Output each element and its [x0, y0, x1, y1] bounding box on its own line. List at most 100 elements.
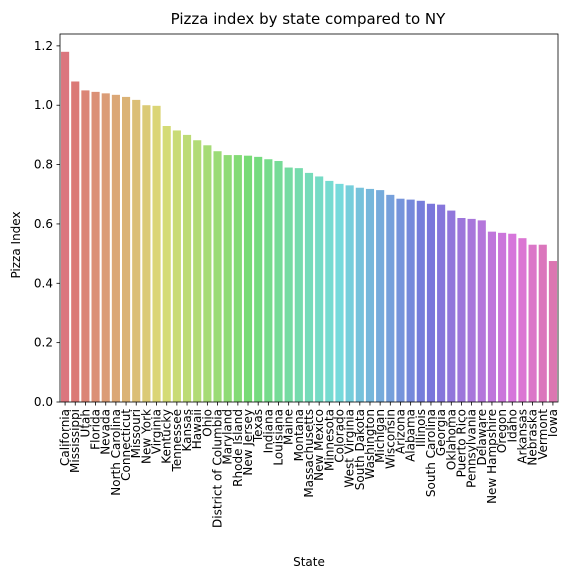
x-tick-label: Louisiana	[272, 409, 286, 466]
x-tick-label: Texas	[251, 409, 265, 443]
x-tick-label: Nevada	[99, 409, 113, 455]
bar-arizona	[396, 198, 405, 402]
x-tick-label: Georgia	[434, 409, 448, 456]
bar-iowa	[548, 261, 557, 402]
bar-maine	[284, 167, 293, 402]
bar-maryland	[223, 155, 232, 402]
bar-louisiana	[274, 161, 283, 402]
bar-missouri	[132, 99, 141, 402]
x-tick-label: Idaho	[505, 409, 519, 442]
x-tick-label: Colorado	[332, 409, 346, 463]
x-tick-label: West Virginia	[343, 409, 357, 488]
x-tick-label: New York	[139, 409, 153, 464]
x-axis: CaliforniaMississippiUtahFloridaNevadaNo…	[58, 402, 560, 528]
bar-minnesota	[325, 180, 334, 402]
bar-south-dakota	[355, 187, 364, 402]
x-tick-label: Nebraska	[526, 409, 540, 466]
x-tick-label: South Dakota	[353, 409, 367, 490]
x-tick-label: Michigan	[373, 409, 387, 463]
x-tick-label: Puerto Rico	[454, 409, 468, 477]
bar-north-carolina	[111, 94, 120, 402]
bar-mississippi	[71, 81, 80, 402]
x-tick-label: Wisconsin	[383, 409, 397, 469]
x-tick-label: Arkansas	[515, 409, 529, 464]
bar-colorado	[335, 183, 344, 402]
bar-new-york	[142, 105, 151, 403]
x-tick-label: Delaware	[475, 409, 489, 466]
x-tick-label: North Carolina	[109, 409, 123, 496]
x-tick-label: Oregon	[495, 409, 509, 453]
y-tick-label: 0.4	[34, 276, 53, 290]
x-tick-label: Connecticut	[119, 409, 133, 481]
bar-idaho	[508, 233, 517, 402]
bar-kansas	[182, 134, 192, 402]
y-tick-label: 0.6	[34, 217, 53, 231]
bars-group	[61, 51, 557, 403]
x-tick-label: Oklahoma	[444, 409, 458, 470]
x-tick-label: Rhode Island	[231, 409, 245, 487]
bar-south-carolina	[426, 203, 436, 402]
x-tick-label: Indiana	[261, 409, 275, 453]
bar-michigan	[376, 190, 385, 402]
bar-tennessee	[172, 130, 181, 403]
bar-district-of-columbia	[213, 151, 222, 402]
x-tick-label: District of Columbia	[211, 409, 225, 528]
x-tick-label: Illinois	[414, 409, 428, 447]
x-axis-label: State	[293, 555, 325, 569]
bar-wisconsin	[386, 194, 395, 402]
x-tick-label: New Mexico	[312, 409, 326, 481]
x-tick-label: Mississippi	[68, 409, 82, 473]
x-tick-label: Montana	[292, 409, 306, 461]
bar-west-virginia	[345, 185, 354, 402]
y-axis-label: Pizza Index	[9, 211, 23, 278]
plot-frame	[59, 33, 559, 403]
y-tick-label: 0.8	[34, 158, 53, 172]
bar-california	[61, 51, 70, 402]
bar-oklahoma	[447, 210, 456, 402]
x-tick-label: Pennsylvania	[465, 409, 479, 488]
x-tick-label: Florida	[89, 409, 103, 450]
y-tick-label: 1.0	[34, 98, 53, 112]
bar-nevada	[101, 93, 110, 403]
x-tick-label: Ohio	[200, 409, 214, 437]
bar-florida	[91, 91, 100, 402]
x-tick-label: Minnesota	[322, 409, 336, 471]
bar-washington	[365, 188, 375, 402]
bar-puerto-rico	[457, 218, 466, 402]
bar-texas	[254, 156, 263, 402]
x-tick-label: New Hampshire	[485, 409, 499, 504]
x-tick-label: Missouri	[129, 409, 143, 458]
bar-delaware	[477, 220, 486, 402]
bar-hawaii	[193, 140, 202, 402]
x-tick-label: Alabama	[404, 409, 418, 462]
y-tick-label: 1.2	[34, 39, 53, 53]
x-tick-label: Washington	[363, 409, 377, 480]
x-tick-label: Hawaii	[190, 409, 204, 449]
bar-new-jersey	[243, 155, 253, 402]
bar-kentucky	[162, 126, 171, 402]
x-tick-label: Iowa	[546, 409, 560, 437]
bar-georgia	[437, 204, 446, 402]
bar-pennsylvania	[467, 218, 476, 402]
bar-arkansas	[518, 238, 527, 402]
bar-nebraska	[528, 244, 537, 402]
bar-illinois	[416, 200, 425, 402]
bar-massachusetts	[304, 172, 314, 402]
x-tick-label: Tennessee	[170, 409, 184, 473]
x-tick-label: Vermont	[536, 409, 550, 460]
bar-montana	[294, 168, 303, 402]
x-tick-label: Kentucky	[160, 409, 174, 464]
bar-oregon	[498, 232, 507, 402]
y-axis: 0.0 0.2 0.4 0.6 0.8 1.0 1.2	[34, 39, 60, 409]
bar-indiana	[264, 159, 273, 402]
bar-utah	[81, 90, 90, 403]
bar-rhode-island	[233, 155, 242, 402]
bar-connecticut	[121, 96, 131, 402]
x-tick-label: New Jersey	[241, 409, 255, 476]
bar-alabama	[406, 199, 415, 402]
x-tick-label: Massachusetts	[302, 409, 316, 498]
x-tick-label: South Carolina	[424, 409, 438, 497]
bar-ohio	[203, 145, 212, 402]
bar-new-mexico	[315, 176, 324, 402]
